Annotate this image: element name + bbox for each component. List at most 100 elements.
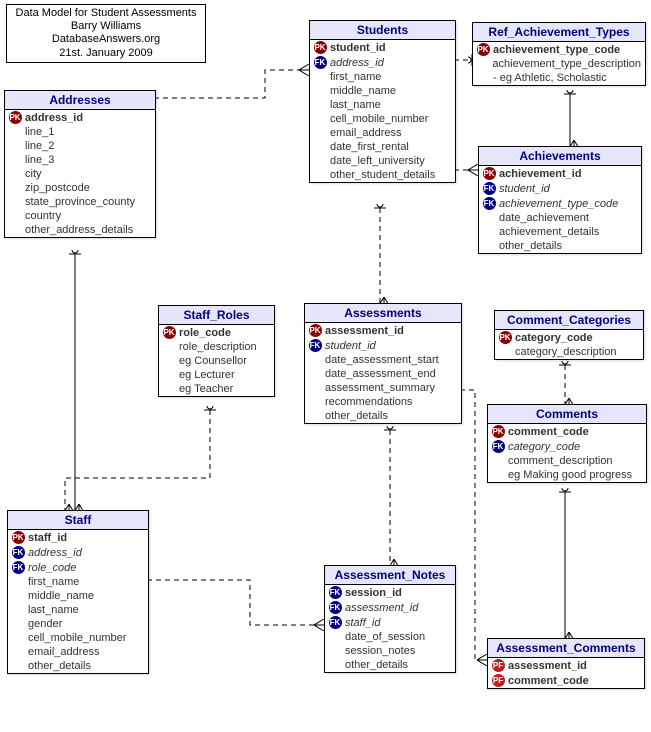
- attribute-text: line_1: [23, 126, 54, 138]
- attribute-text: student_id: [328, 42, 386, 54]
- attribute-text: date_achievement: [497, 212, 589, 224]
- attribute-row: assessment_summary: [305, 381, 461, 395]
- attribute-row: comment_description: [488, 454, 646, 468]
- attribute-text: category_description: [513, 346, 617, 358]
- attribute-row: other_address_details: [5, 223, 155, 237]
- attribute-row: PKstaff_id: [8, 530, 148, 545]
- fk-badge: FK: [483, 182, 496, 195]
- attribute-row: middle_name: [310, 84, 455, 98]
- attribute-row: FKaddress_id: [310, 55, 455, 70]
- attribute-row: line_3: [5, 153, 155, 167]
- entity-header: Comments: [488, 405, 646, 424]
- attribute-row: eg Counsellor: [159, 354, 274, 368]
- fk-badge: FK: [12, 546, 25, 559]
- attribute-row: role_description: [159, 340, 274, 354]
- attribute-row: other_details: [8, 659, 148, 673]
- key-indicator: FK: [490, 440, 506, 453]
- pf-badge: PF: [492, 659, 505, 672]
- attribute-text: role_code: [26, 562, 76, 574]
- attribute-row: eg Lecturer: [159, 368, 274, 382]
- attribute-row: PKaddress_id: [5, 110, 155, 125]
- attribute-row: FKcategory_code: [488, 439, 646, 454]
- attribute-row: FKstudent_id: [305, 338, 461, 353]
- attribute-text: date_assessment_start: [323, 354, 439, 366]
- attribute-row: eg Making good progress: [488, 468, 646, 482]
- attribute-row: country: [5, 209, 155, 223]
- attribute-row: other_details: [305, 409, 461, 423]
- entity-header: Addresses: [5, 91, 155, 110]
- attribute-text: first_name: [328, 71, 381, 83]
- attribute-text: assessment_id: [323, 325, 404, 337]
- attribute-text: recommendations: [323, 396, 412, 408]
- attribute-text: date_assessment_end: [323, 368, 436, 380]
- pk-badge: PK: [314, 41, 327, 54]
- attribute-row: PFcomment_code: [488, 673, 644, 688]
- attribute-text: category_code: [506, 441, 580, 453]
- relationship-line: [154, 70, 309, 98]
- attribute-row: other_details: [479, 239, 641, 253]
- attribute-text: state_province_county: [23, 196, 135, 208]
- attribute-text: middle_name: [328, 85, 396, 97]
- key-indicator: PK: [161, 326, 177, 339]
- attribute-row: other_student_details: [310, 168, 455, 182]
- pk-badge: PK: [309, 324, 322, 337]
- attribute-text: cell_mobile_number: [26, 632, 126, 644]
- pk-badge: PK: [499, 331, 512, 344]
- entity-header: Students: [310, 21, 455, 40]
- attribute-row: PKcomment_code: [488, 424, 646, 439]
- pf-badge: PF: [492, 674, 505, 687]
- attribute-text: assessment_id: [506, 660, 587, 672]
- attribute-text: eg Teacher: [177, 383, 233, 395]
- attribute-text: country: [23, 210, 61, 222]
- key-indicator: FK: [307, 339, 323, 352]
- attribute-row: PKcategory_code: [495, 330, 643, 345]
- attribute-text: eg Lecturer: [177, 369, 235, 381]
- attribute-row: gender: [8, 617, 148, 631]
- pk-badge: PK: [9, 111, 22, 124]
- key-indicator: PF: [490, 659, 506, 672]
- attribute-row: PKachievement_type_code: [473, 42, 645, 57]
- attribute-row: category_description: [495, 345, 643, 359]
- attribute-row: PKrole_code: [159, 325, 274, 340]
- entity-header: Staff_Roles: [159, 306, 274, 325]
- attribute-row: date_assessment_end: [305, 367, 461, 381]
- attribute-text: gender: [26, 618, 62, 630]
- attribute-text: email_address: [328, 127, 402, 139]
- attribute-text: other_details: [26, 660, 91, 672]
- attribute-text: cell_mobile_number: [328, 113, 428, 125]
- attribute-text: assessment_id: [343, 602, 418, 614]
- fk-badge: FK: [492, 440, 505, 453]
- attribute-text: first_name: [26, 576, 79, 588]
- attribute-text: date_left_university: [328, 155, 425, 167]
- attribute-row: state_province_county: [5, 195, 155, 209]
- attribute-row: cell_mobile_number: [8, 631, 148, 645]
- entity-header: Ref_Achievement_Types: [473, 23, 645, 42]
- attribute-text: zip_postcode: [23, 182, 90, 194]
- entity-header: Assessment_Comments: [488, 639, 644, 658]
- entity-header: Achievements: [479, 147, 641, 166]
- entity-comments: CommentsPKcomment_codeFKcategory_codecom…: [487, 404, 647, 483]
- attribute-text: other_details: [323, 410, 388, 422]
- key-indicator: PK: [10, 531, 26, 544]
- key-indicator: PK: [497, 331, 513, 344]
- attribute-row: line_2: [5, 139, 155, 153]
- attribute-row: date_assessment_start: [305, 353, 461, 367]
- pk-badge: PK: [163, 326, 176, 339]
- entity-assessment_comments: Assessment_CommentsPFassessment_idPFcomm…: [487, 638, 645, 689]
- attribute-row: last_name: [8, 603, 148, 617]
- attribute-text: address_id: [26, 547, 82, 559]
- key-indicator: FK: [10, 546, 26, 559]
- fk-badge: FK: [329, 601, 342, 614]
- attribute-text: email_address: [26, 646, 100, 658]
- attribute-text: last_name: [328, 99, 381, 111]
- pk-badge: PK: [483, 167, 496, 180]
- entity-ref_achievement_types: Ref_Achievement_TypesPKachievement_type_…: [472, 22, 646, 86]
- attribute-text: achievement_type_code: [497, 198, 618, 210]
- attribute-row: middle_name: [8, 589, 148, 603]
- attribute-text: staff_id: [343, 617, 380, 629]
- attribute-text: other_details: [497, 240, 562, 252]
- attribute-row: PKachievement_id: [479, 166, 641, 181]
- key-indicator: PK: [307, 324, 323, 337]
- attribute-text: role_description: [177, 341, 257, 353]
- attribute-row: session_notes: [325, 644, 455, 658]
